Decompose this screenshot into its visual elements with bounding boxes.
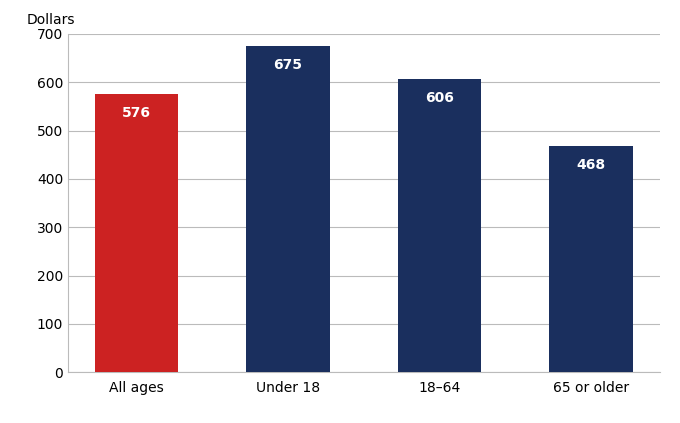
Text: 576: 576 xyxy=(122,106,151,120)
Text: 675: 675 xyxy=(273,58,303,72)
Bar xyxy=(398,79,481,372)
Text: 468: 468 xyxy=(577,158,606,172)
Text: Dollars: Dollars xyxy=(27,13,75,27)
Text: 606: 606 xyxy=(425,91,454,105)
Bar xyxy=(549,146,632,372)
Bar xyxy=(95,94,178,372)
Bar xyxy=(246,46,330,372)
